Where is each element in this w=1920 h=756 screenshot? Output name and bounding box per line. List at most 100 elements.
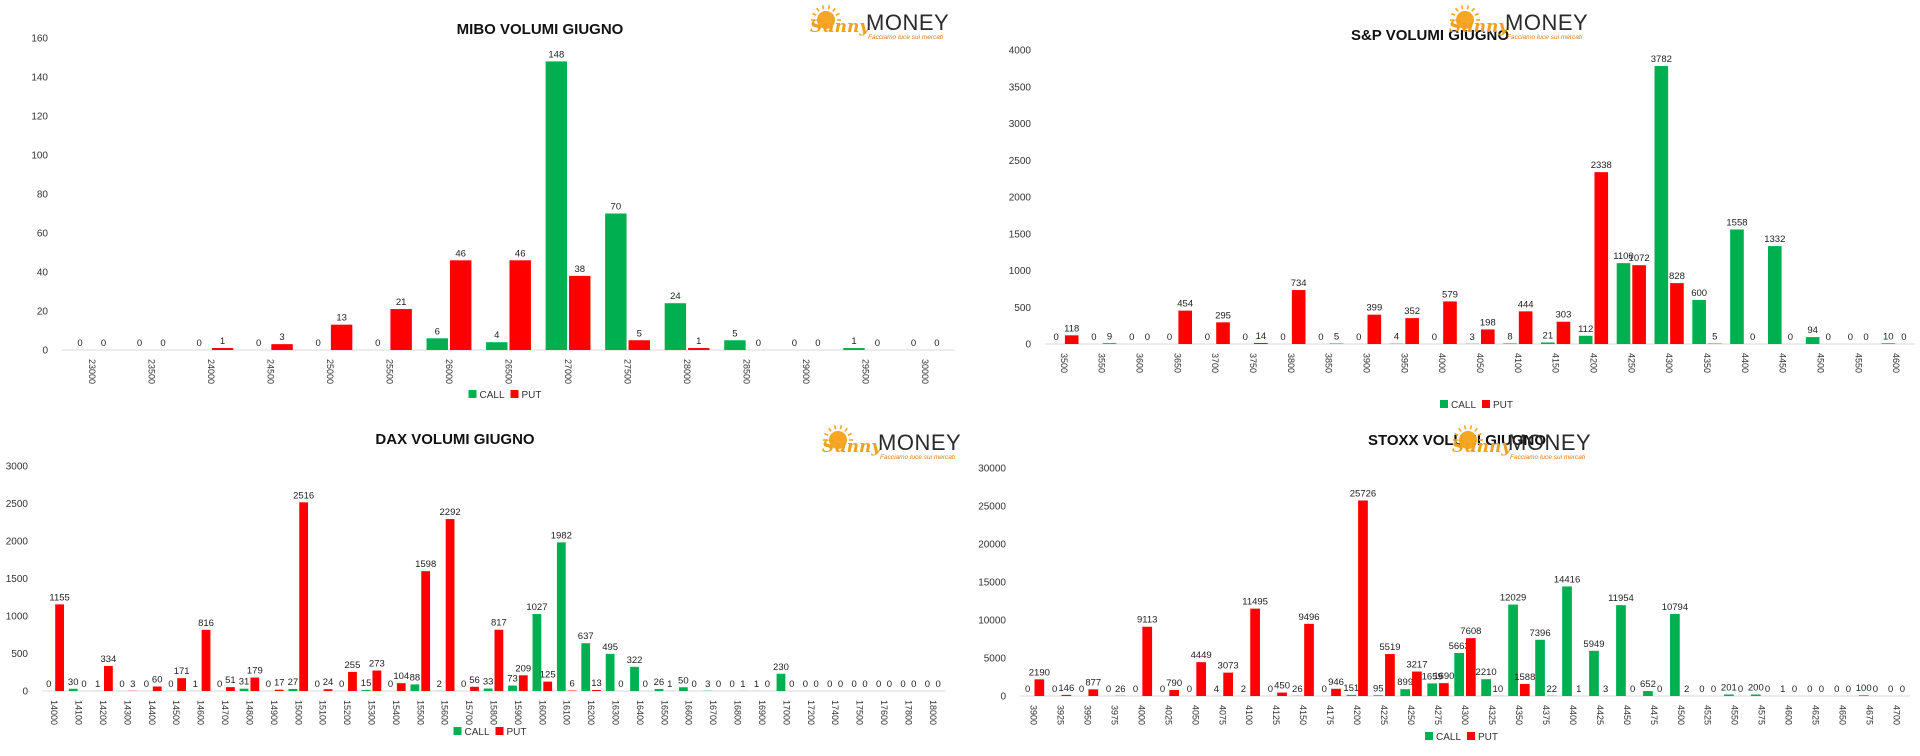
- put-data-label: 6: [569, 679, 574, 690]
- put-bar: [1556, 321, 1571, 344]
- call-data-label: 73: [507, 674, 518, 685]
- x-tick-label: 4450: [1622, 705, 1632, 725]
- y-tick-label: 4000: [1009, 46, 1032, 57]
- call-bar: [1400, 689, 1411, 696]
- call-bar: [1730, 229, 1744, 344]
- x-tick-label: 4400: [1740, 353, 1750, 373]
- sun-ray: [835, 12, 840, 16]
- put-data-label: 0: [1738, 684, 1743, 695]
- x-tick-label: 17500: [855, 700, 865, 725]
- x-tick-label: 4375: [1541, 705, 1551, 725]
- put-data-label: 0: [887, 679, 892, 690]
- put-bar: [1443, 301, 1457, 344]
- call-data-label: 11954: [1608, 593, 1634, 604]
- x-tick-label: 26500: [504, 359, 514, 384]
- call-bar: [1654, 66, 1669, 344]
- legend-put-swatch: [495, 727, 504, 735]
- call-data-label: 10: [1883, 331, 1894, 342]
- put-data-label: 450: [1274, 681, 1290, 692]
- x-tick-label: 14200: [98, 700, 108, 725]
- x-tick-label: 14400: [147, 700, 157, 725]
- call-bar: [654, 689, 664, 691]
- sun-ray: [1474, 12, 1479, 16]
- put-bar: [1385, 654, 1395, 696]
- call-data-label: 899: [1397, 677, 1413, 688]
- x-tick-label: 3925: [1055, 705, 1065, 725]
- sun-ray: [812, 12, 817, 16]
- chart-title: DAX VOLUMI GIUGNO: [375, 431, 535, 448]
- call-data-label: 0: [1807, 684, 1812, 695]
- y-tick-label: 100: [31, 151, 48, 162]
- x-tick-label: 16900: [757, 700, 767, 725]
- put-data-label: 2516: [293, 490, 314, 501]
- call-data-label: 0: [196, 338, 201, 349]
- put-data-label: 46: [455, 248, 466, 259]
- x-tick-label: 18000: [928, 700, 938, 725]
- y-tick-label: 120: [31, 112, 48, 123]
- chart-mibo: MIBO VOLUMI GIUGNO 0 20 40 60 80 100 120 140 160 0…: [0, 0, 960, 420]
- put-bar: [1169, 689, 1180, 696]
- put-data-label: 10: [1493, 684, 1504, 695]
- x-tick-label: 27000: [563, 359, 573, 384]
- put-data-label: 1598: [415, 559, 436, 570]
- call-data-label: 0: [1167, 332, 1172, 343]
- x-tick-label: 4100: [1244, 705, 1254, 725]
- put-data-label: 1: [667, 679, 672, 690]
- put-data-label: 2: [1684, 684, 1689, 695]
- x-tick-label: 4200: [1352, 705, 1362, 725]
- legend: CALL PUT: [468, 390, 542, 401]
- call-bar: [724, 340, 746, 350]
- call-data-label: 0: [119, 679, 124, 690]
- x-tick-label: 28500: [742, 359, 752, 384]
- call-data-label: 5: [732, 328, 737, 339]
- call-data-label: 1: [193, 679, 198, 690]
- call-bar: [664, 303, 687, 350]
- call-data-label: 0: [46, 679, 51, 690]
- put-data-label: 1072: [1629, 253, 1650, 264]
- put-data-label: 9: [1107, 331, 1112, 342]
- put-data-label: 0: [1900, 684, 1905, 695]
- put-bar: [592, 690, 601, 691]
- call-bar: [1346, 694, 1357, 696]
- call-data-label: 0: [1079, 684, 1084, 695]
- y-tick-label: 3000: [6, 462, 29, 473]
- put-data-label: 579: [1442, 289, 1458, 300]
- sun-ray: [1463, 425, 1467, 430]
- put-data-label: 0: [1792, 684, 1797, 695]
- y-tick-label: 20000: [978, 540, 1006, 551]
- y-tick-label: 140: [31, 73, 48, 84]
- call-data-label: 0: [256, 338, 261, 349]
- call-data-label: 0: [1356, 332, 1361, 343]
- put-bar: [470, 686, 479, 691]
- put-bar: [348, 671, 357, 691]
- call-bar: [1805, 337, 1820, 344]
- logo-tagline: Facciamo luce sui mercati: [1507, 34, 1583, 41]
- call-data-label: 5663: [1449, 641, 1470, 652]
- call-bar: [288, 688, 298, 691]
- call-data-label: 10794: [1662, 602, 1688, 613]
- put-bar: [1439, 683, 1449, 696]
- put-bar: [1466, 638, 1476, 696]
- sun-icon: [817, 11, 835, 29]
- call-data-label: 0: [1322, 684, 1327, 695]
- put-bar: [177, 678, 187, 691]
- chart-dax-svg: DAX VOLUMI GIUGNO05001000150020002500300…: [6, 425, 961, 738]
- x-tick-label: 4300: [1460, 705, 1470, 725]
- sun-ray: [1455, 7, 1459, 12]
- logo-money-text: MONEY: [1505, 10, 1588, 35]
- call-data-label: 0: [315, 679, 320, 690]
- chart-sp: S&P VOLUMI GIUGNO 0 500 1000 1500 2000 2500 300…: [960, 0, 1920, 420]
- put-bar: [1481, 329, 1495, 344]
- call-data-label: 1: [95, 679, 100, 690]
- put-bar: [1250, 608, 1260, 696]
- x-tick-label: 15100: [318, 700, 328, 725]
- y-tick-label: 2500: [6, 499, 29, 510]
- put-data-label: 3217: [1406, 660, 1427, 671]
- call-data-label: 1: [754, 679, 759, 690]
- x-tick-label: 4600: [1784, 705, 1794, 725]
- call-data-label: 1100: [1613, 251, 1633, 262]
- put-bar: [1405, 318, 1419, 344]
- call-data-label: 2210: [1476, 667, 1497, 678]
- logo-sunny-text: Sunny: [1449, 17, 1509, 37]
